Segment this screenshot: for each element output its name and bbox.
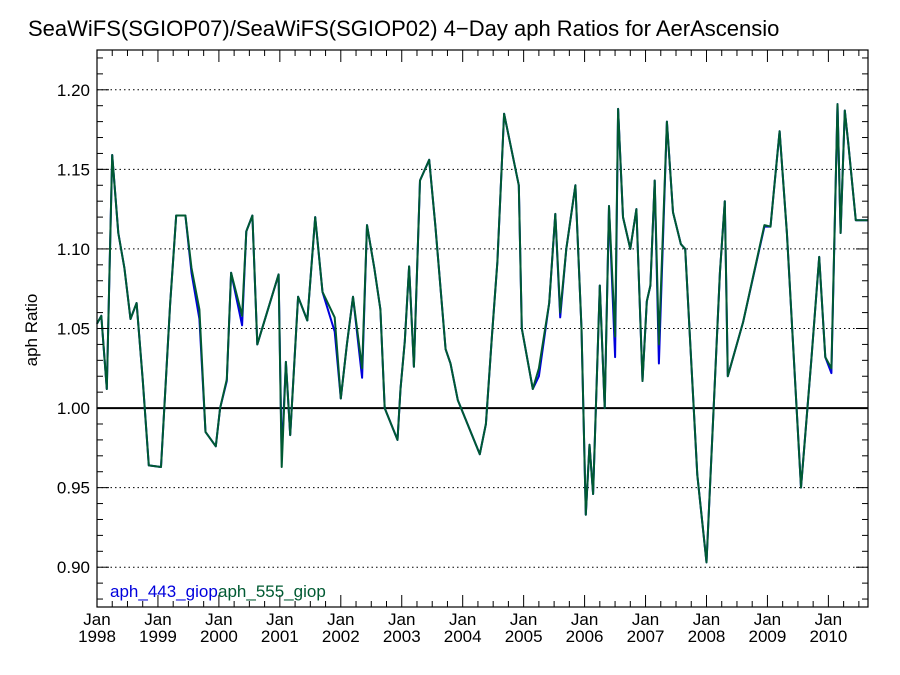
x-tick-year-label: 2009: [749, 627, 787, 646]
x-tick-month-label: Jan: [754, 610, 781, 629]
chart-title: SeaWiFS(SGIOP07)/SeaWiFS(SGIOP02) 4−Day …: [28, 16, 779, 41]
y-tick-label: 1.00: [57, 399, 90, 418]
x-tick-year-label: 2001: [261, 627, 299, 646]
y-tick-label: 1.05: [57, 320, 90, 339]
x-tick-year-label: 2008: [688, 627, 726, 646]
x-tick-month-label: Jan: [815, 610, 842, 629]
y-tick-label: 1.10: [57, 240, 90, 259]
x-tick-year-label: 1998: [78, 627, 116, 646]
plot-background: [97, 50, 868, 607]
x-tick-year-label: 2003: [383, 627, 421, 646]
series-layer: [96, 103, 868, 564]
x-tick-month-label: Jan: [266, 610, 293, 629]
legend: aph_443_giop aph_555_giop: [110, 582, 326, 601]
y-tick-label: 0.95: [57, 479, 90, 498]
x-tick-month-label: Jan: [83, 610, 110, 629]
x-tick-month-label: Jan: [693, 610, 720, 629]
x-tick-month-label: Jan: [510, 610, 537, 629]
x-tick-year-label: 2002: [322, 627, 360, 646]
x-tick-year-label: 2010: [809, 627, 847, 646]
x-tick-year-label: 2005: [505, 627, 543, 646]
y-axis-label: aph Ratio: [22, 294, 41, 367]
x-tick-year-label: 2004: [444, 627, 482, 646]
legend-entry-aph-555-giop: aph_555_giop: [218, 582, 326, 601]
y-tick-label: 1.15: [57, 160, 90, 179]
x-tick-month-label: Jan: [144, 610, 171, 629]
y-tick-label: 0.90: [57, 558, 90, 577]
x-tick-month-label: Jan: [327, 610, 354, 629]
x-tick-year-label: 1999: [139, 627, 177, 646]
x-tick-month-label: Jan: [449, 610, 476, 629]
x-axis: Jan1998Jan1999Jan2000Jan2001Jan2002Jan20…: [78, 50, 860, 646]
x-tick-month-label: Jan: [205, 610, 232, 629]
y-tick-label: 1.20: [57, 81, 90, 100]
x-tick-year-label: 2007: [627, 627, 665, 646]
series-line-aph-555-giop: [96, 103, 868, 564]
x-tick-month-label: Jan: [388, 610, 415, 629]
legend-entry-aph-443-giop: aph_443_giop: [110, 582, 218, 601]
x-tick-year-label: 2006: [566, 627, 604, 646]
y-axis: 0.90 0.95 1.00 1.05 1.10 1.15 1.20: [57, 57, 868, 600]
x-tick-month-label: Jan: [571, 610, 598, 629]
x-tick-year-label: 2000: [200, 627, 238, 646]
x-tick-month-label: Jan: [632, 610, 659, 629]
